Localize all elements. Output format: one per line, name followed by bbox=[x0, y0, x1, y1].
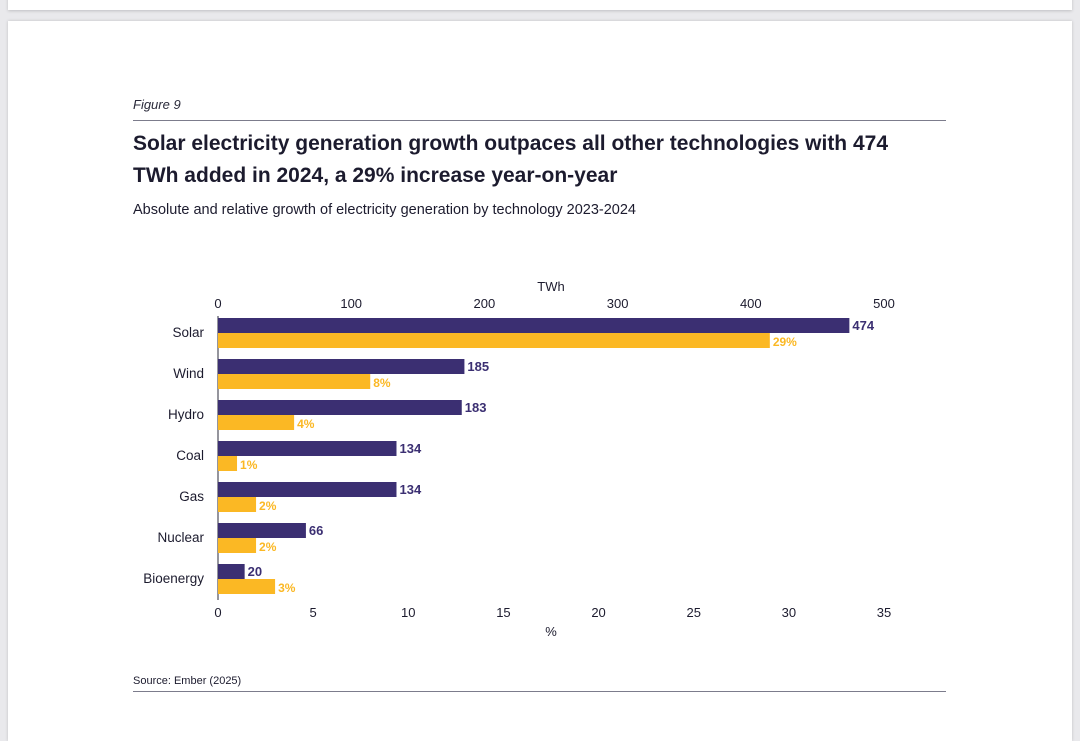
category-label: Hydro bbox=[168, 407, 204, 422]
twh-data-label: 134 bbox=[399, 482, 421, 497]
twh-data-label: 20 bbox=[248, 564, 262, 579]
pct-bar bbox=[218, 415, 295, 430]
pct-bar bbox=[218, 374, 371, 389]
category-label: Coal bbox=[176, 448, 204, 463]
bottom-axis-tick-label: 25 bbox=[686, 605, 700, 620]
top-axis-tick-label: 100 bbox=[340, 296, 362, 311]
twh-bar bbox=[218, 441, 397, 456]
bottom-axis-tick-label: 5 bbox=[310, 605, 317, 620]
pct-data-label: 3% bbox=[278, 581, 296, 595]
bar-chart: 0 100 200 300 400 500 TWh 0 5 10 15 20 25 30 35% Solar 4… bbox=[143, 279, 895, 639]
pct-bar bbox=[218, 497, 257, 512]
pct-data-label: 2% bbox=[259, 499, 277, 513]
top-axis-tick-label: 400 bbox=[740, 296, 762, 311]
category-label: Nuclear bbox=[157, 530, 204, 545]
figure-label: Figure 9 bbox=[133, 97, 181, 112]
pct-data-label: 2% bbox=[259, 540, 277, 554]
category-label: Gas bbox=[179, 489, 204, 504]
top-axis-tick-label: 200 bbox=[474, 296, 496, 311]
top-rule bbox=[133, 120, 946, 121]
pct-data-label: 1% bbox=[240, 458, 258, 472]
twh-data-label: 183 bbox=[465, 400, 487, 415]
bottom-axis-tick-label: 30 bbox=[782, 605, 796, 620]
twh-data-label: 134 bbox=[399, 441, 421, 456]
bottom-axis-title: % bbox=[545, 624, 557, 639]
bottom-rule bbox=[133, 691, 946, 692]
category-label: Bioenergy bbox=[143, 571, 204, 586]
bottom-axis-tick-label: 0 bbox=[214, 605, 221, 620]
bottom-axis-tick-label: 35 bbox=[877, 605, 891, 620]
category-label: Wind bbox=[173, 366, 204, 381]
top-axis-tick-label: 500 bbox=[873, 296, 895, 311]
top-axis-tick-label: 300 bbox=[607, 296, 629, 311]
chart-title: Solar electricity generation growth outp… bbox=[133, 132, 889, 187]
twh-bar bbox=[218, 564, 245, 579]
twh-bar bbox=[218, 400, 462, 415]
twh-bar bbox=[218, 482, 397, 497]
top-axis-tick-label: 0 bbox=[214, 296, 221, 311]
pct-bar bbox=[218, 333, 770, 348]
bottom-axis-tick-label: 20 bbox=[591, 605, 605, 620]
document-page bbox=[8, 21, 1072, 741]
category-label: Solar bbox=[172, 325, 204, 340]
bottom-axis-tick-label: 15 bbox=[496, 605, 510, 620]
pct-data-label: 4% bbox=[297, 417, 315, 431]
previous-page-edge bbox=[8, 0, 1072, 10]
bottom-axis-tick-label: 10 bbox=[401, 605, 415, 620]
pct-bar bbox=[218, 579, 276, 594]
pct-data-label: 29% bbox=[773, 335, 797, 349]
top-axis-title: TWh bbox=[537, 279, 564, 294]
twh-data-label: 185 bbox=[467, 359, 489, 374]
chart-subtitle: Absolute and relative growth of electric… bbox=[133, 202, 636, 218]
pct-bar bbox=[218, 538, 257, 553]
pct-bar bbox=[218, 456, 238, 471]
pct-data-label: 8% bbox=[373, 376, 391, 390]
twh-data-label: 474 bbox=[852, 318, 874, 333]
twh-bar bbox=[218, 318, 850, 333]
source-note: Source: Ember (2025) bbox=[133, 675, 242, 687]
twh-bar bbox=[218, 523, 306, 538]
twh-bar bbox=[218, 359, 465, 374]
twh-data-label: 66 bbox=[309, 523, 323, 538]
